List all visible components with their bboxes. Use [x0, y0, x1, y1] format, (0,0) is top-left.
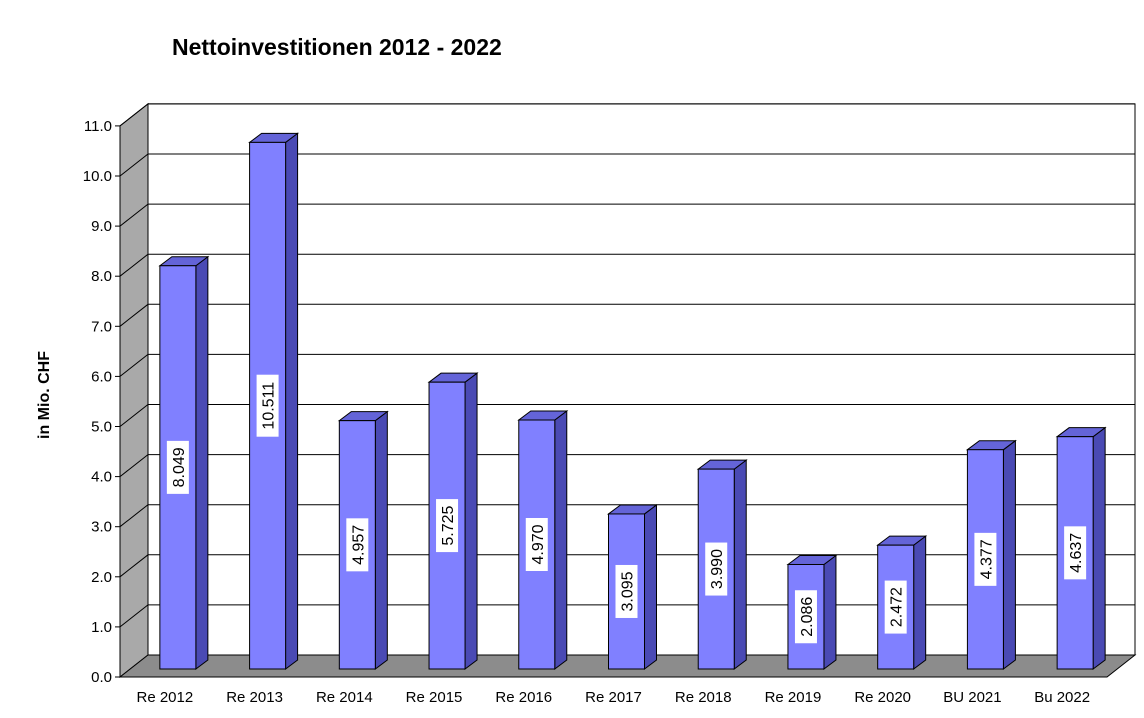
gridline: [119, 153, 1135, 177]
bar: 4.377: [965, 439, 1017, 670]
data-label-text: 4.637: [1068, 533, 1085, 573]
data-label: 4.970: [525, 518, 548, 572]
x-tick-label: Re 2016: [495, 689, 552, 706]
data-label-box: [436, 499, 459, 553]
x-tick-label: Re 2019: [765, 689, 822, 706]
y-tick-label: 1.0: [91, 619, 112, 636]
gridline: [119, 103, 1135, 127]
data-label: 4.637: [1064, 526, 1087, 580]
y-tick-label: 7.0: [91, 318, 112, 335]
bar: 2.472: [876, 535, 928, 670]
data-label: 10.511: [256, 374, 279, 437]
gridline: [119, 303, 1135, 327]
data-label-text: 4.377: [978, 539, 995, 579]
data-label: 4.377: [974, 532, 997, 586]
data-label: 5.725: [436, 499, 459, 553]
x-tick-labels: Re 2012 Re 2013 Re 2014 Re 2015 Re 2016 Re 20…: [137, 689, 1091, 706]
gridline: [119, 353, 1135, 377]
bar: 4.637: [1055, 426, 1107, 670]
x-tick-label: Re 2014: [316, 689, 373, 706]
bar: 3.095: [607, 503, 658, 670]
bar-side: [554, 410, 568, 670]
data-label: 2.472: [884, 580, 907, 634]
data-label-box: [256, 374, 279, 437]
gridline: [119, 404, 1135, 427]
bars: 8.049 10.511 4.957 5.725 4.970 3.095 3.990 2.08…: [158, 132, 1107, 670]
bar-side: [823, 554, 837, 670]
data-label-box: [974, 532, 997, 586]
bar-side: [913, 535, 927, 670]
data-label-text: 5.725: [440, 505, 457, 545]
y-tick-label: 8.0: [91, 268, 112, 285]
gridline: [119, 554, 1135, 578]
bar: 4.970: [517, 410, 569, 670]
bar: 3.990: [696, 459, 748, 670]
bar: 10.511: [248, 132, 300, 670]
x-tick-label: Re 2015: [406, 689, 463, 706]
y-tick-label: 6.0: [91, 368, 112, 385]
bar: 2.086: [786, 554, 838, 670]
gridline: [119, 504, 1135, 528]
data-label-box: [705, 542, 728, 596]
data-label: 4.957: [346, 518, 369, 572]
data-label: 3.095: [615, 564, 638, 618]
x-tick-label: Re 2020: [854, 689, 911, 706]
y-tick-label: 10.0: [83, 168, 112, 185]
gridline: [119, 253, 1135, 277]
bar-side: [1002, 439, 1016, 670]
bar-side: [464, 372, 478, 670]
chart-title: Nettoinvestitionen 2012 - 2022: [172, 34, 502, 60]
data-label-box: [794, 590, 817, 644]
bar-side: [285, 132, 299, 670]
data-label-text: 8.049: [171, 447, 188, 487]
bar-side: [195, 255, 209, 670]
bar-side: [1092, 426, 1106, 670]
bar: 5.725: [427, 372, 479, 670]
x-tick-label: Bu 2022: [1034, 689, 1090, 706]
gridline: [119, 454, 1135, 477]
data-label-text: 2.086: [799, 597, 816, 637]
data-label-text: 3.990: [709, 549, 726, 589]
y-tick-label: 0.0: [91, 669, 112, 686]
x-tick-label: Re 2017: [585, 689, 642, 706]
data-label-text: 4.970: [530, 524, 547, 564]
bar: 8.049: [158, 255, 210, 670]
data-label-box: [525, 518, 548, 572]
x-tick-label: BU 2021: [943, 689, 1001, 706]
y-tick-label: 11.0: [84, 118, 112, 135]
y-tick-label: 4.0: [91, 469, 112, 486]
data-label-box: [166, 440, 189, 494]
x-tick-label: Re 2018: [675, 689, 732, 706]
bar: 4.957: [337, 410, 389, 670]
y-tick-label: 9.0: [91, 218, 112, 235]
data-label-box: [346, 518, 369, 572]
data-label-box: [615, 564, 638, 618]
gridline: [119, 203, 1135, 227]
x-tick-label: Re 2013: [226, 689, 283, 706]
x-tick-label: Re 2012: [137, 689, 194, 706]
y-tick-label: 2.0: [91, 569, 112, 586]
y-tick-label: 5.0: [91, 419, 112, 436]
y-tick-label: 3.0: [91, 519, 112, 536]
data-label-text: 3.095: [620, 571, 637, 611]
data-label-box: [1064, 526, 1087, 580]
data-label-text: 4.957: [350, 525, 367, 565]
data-label: 8.049: [166, 440, 189, 494]
bar-side: [644, 503, 657, 670]
data-label-box: [884, 580, 907, 634]
data-label: 3.990: [705, 542, 728, 596]
bar-side: [374, 410, 388, 670]
bar-front: [428, 381, 466, 670]
data-label: 2.086: [794, 590, 817, 644]
y-tick-labels: 0.0 1.0 2.0 3.0 4.0 5.0 6.0 7.0 8.0 9.0 10.0 11.0: [83, 118, 120, 686]
side-wall: [119, 102, 149, 679]
data-label-text: 10.511: [261, 382, 278, 430]
data-label-text: 2.472: [889, 587, 906, 627]
bar-side: [733, 459, 747, 670]
